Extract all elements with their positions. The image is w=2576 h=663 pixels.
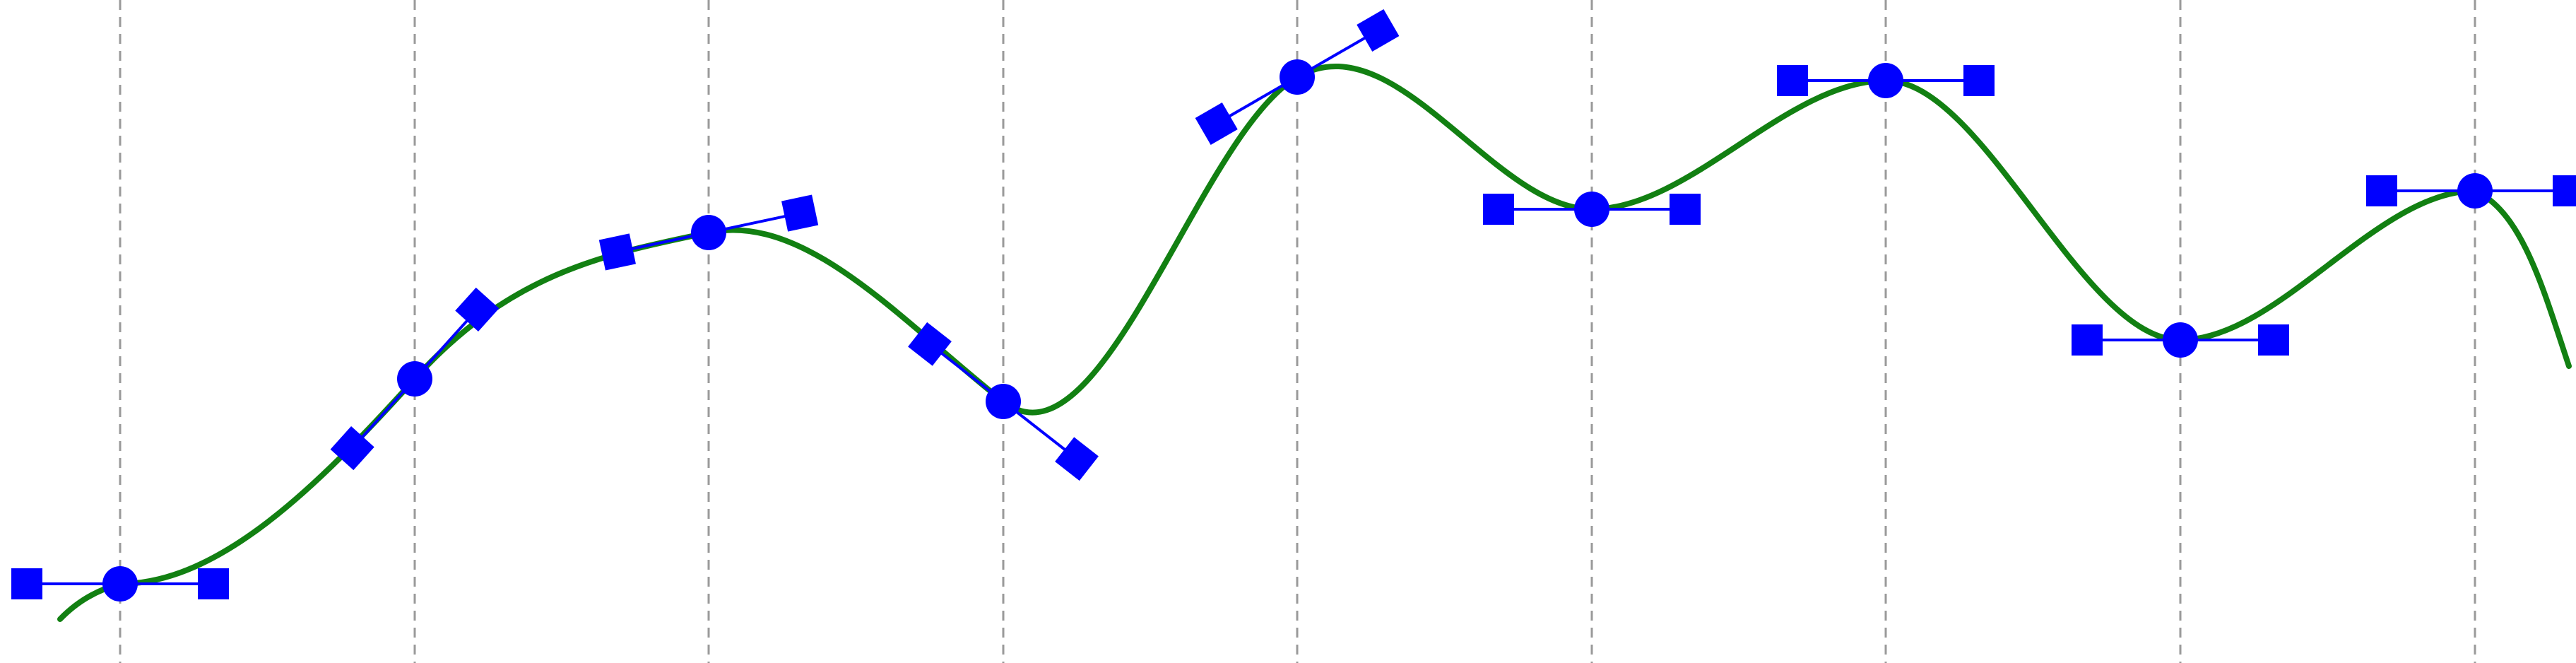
tangent-handle-out[interactable] (1357, 8, 1400, 52)
tangent-handle-in[interactable] (1483, 194, 1514, 225)
knot-point[interactable] (2163, 322, 2198, 358)
tangent-handle-out[interactable] (1670, 194, 1701, 225)
knot-points[interactable] (102, 59, 2493, 602)
tangent-handle-out[interactable] (455, 287, 500, 332)
tangent-handle-out[interactable] (1055, 437, 1099, 481)
tangent-handle-in[interactable] (1195, 102, 1238, 146)
knot-point[interactable] (691, 215, 726, 250)
tangent-handle-in[interactable] (598, 233, 636, 271)
knot-point[interactable] (397, 361, 432, 397)
knot-point[interactable] (102, 566, 138, 602)
tangent-handle-in[interactable] (908, 322, 952, 366)
tangent-handle-in[interactable] (11, 568, 42, 599)
tangent-handle-out[interactable] (781, 194, 819, 232)
tangent-handle-out[interactable] (198, 568, 229, 599)
tangent-handle-in[interactable] (2072, 324, 2103, 356)
knot-point[interactable] (1280, 59, 1315, 95)
tangent-handle-in[interactable] (1777, 65, 1808, 96)
knot-point[interactable] (1574, 192, 1609, 227)
knot-point[interactable] (2457, 173, 2493, 209)
tangent-handle-out[interactable] (2258, 324, 2289, 356)
tangent-handle-in[interactable] (330, 426, 374, 471)
tangent-handle-in[interactable] (2366, 175, 2397, 206)
vertical-gridlines (119, 0, 2476, 663)
knot-point[interactable] (986, 384, 1021, 419)
tangent-handle-out[interactable] (2553, 175, 2576, 206)
knot-point[interactable] (1868, 63, 1903, 98)
tangent-handle-out[interactable] (1963, 65, 1995, 96)
